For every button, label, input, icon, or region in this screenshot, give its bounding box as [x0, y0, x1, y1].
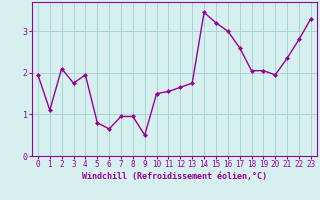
X-axis label: Windchill (Refroidissement éolien,°C): Windchill (Refroidissement éolien,°C): [82, 172, 267, 181]
